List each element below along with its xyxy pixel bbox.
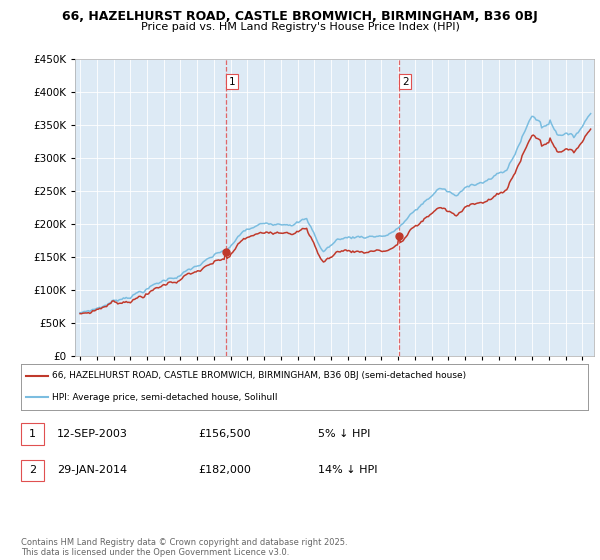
Text: 2: 2	[402, 77, 409, 87]
Text: 14% ↓ HPI: 14% ↓ HPI	[318, 465, 377, 475]
Text: 29-JAN-2014: 29-JAN-2014	[57, 465, 127, 475]
Text: Price paid vs. HM Land Registry's House Price Index (HPI): Price paid vs. HM Land Registry's House …	[140, 22, 460, 32]
Text: 5% ↓ HPI: 5% ↓ HPI	[318, 429, 370, 439]
Text: Contains HM Land Registry data © Crown copyright and database right 2025.
This d: Contains HM Land Registry data © Crown c…	[21, 538, 347, 557]
Text: 66, HAZELHURST ROAD, CASTLE BROMWICH, BIRMINGHAM, B36 0BJ: 66, HAZELHURST ROAD, CASTLE BROMWICH, BI…	[62, 10, 538, 23]
Text: HPI: Average price, semi-detached house, Solihull: HPI: Average price, semi-detached house,…	[52, 393, 278, 402]
Text: 66, HAZELHURST ROAD, CASTLE BROMWICH, BIRMINGHAM, B36 0BJ (semi-detached house): 66, HAZELHURST ROAD, CASTLE BROMWICH, BI…	[52, 371, 466, 380]
Text: £182,000: £182,000	[198, 465, 251, 475]
Text: 1: 1	[29, 429, 36, 439]
Text: 2: 2	[29, 465, 36, 475]
Text: £156,500: £156,500	[198, 429, 251, 439]
Text: 12-SEP-2003: 12-SEP-2003	[57, 429, 128, 439]
Text: 1: 1	[229, 77, 235, 87]
